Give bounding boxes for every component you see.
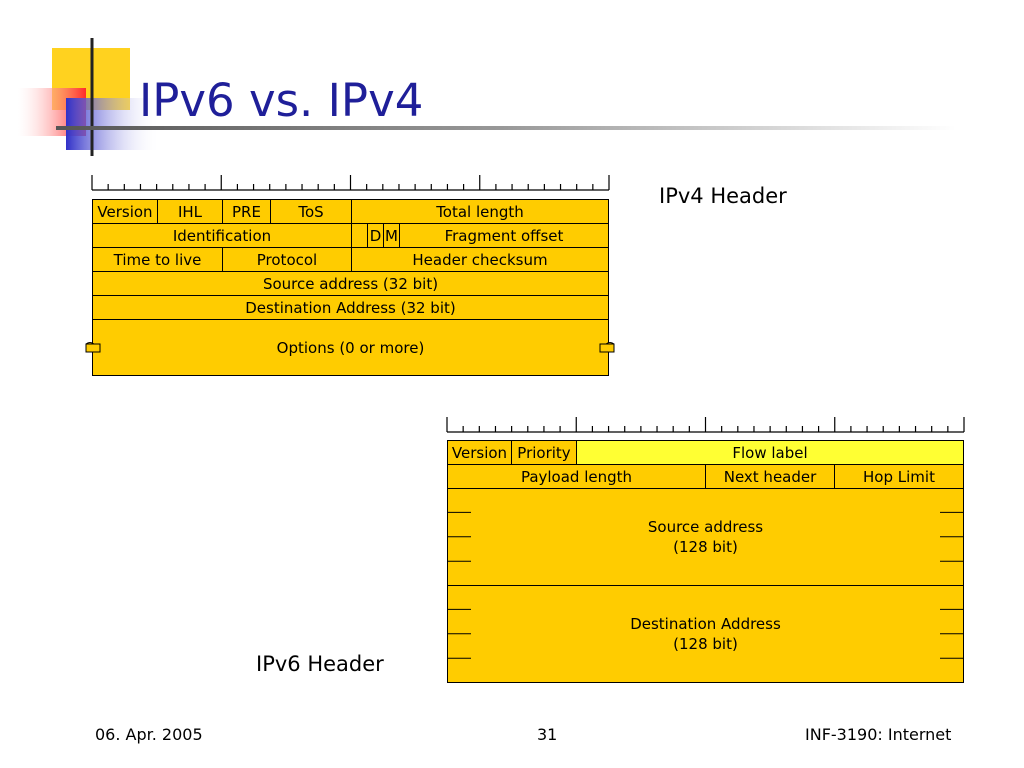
ipv6-next-header: Next header bbox=[705, 464, 835, 489]
ipv6-source-size: (128 bit) bbox=[673, 538, 738, 556]
ipv4-caption: IPv4 Header bbox=[659, 184, 787, 208]
ipv4-flag-d: D bbox=[367, 223, 384, 248]
slide-logo bbox=[18, 38, 160, 156]
ipv4-options: Options (0 or more) bbox=[92, 319, 609, 376]
ipv4-total-length: Total length bbox=[351, 199, 609, 224]
footer-date: 06. Apr. 2005 bbox=[95, 725, 203, 744]
ipv4-protocol: Protocol bbox=[222, 247, 352, 272]
options-right-marker-icon bbox=[599, 342, 615, 353]
slide-title: IPv6 vs. IPv4 bbox=[139, 74, 424, 127]
ipv6-priority: Priority bbox=[511, 440, 577, 465]
ipv6-destination-size: (128 bit) bbox=[673, 635, 738, 653]
ipv4-ihl: IHL bbox=[157, 199, 223, 224]
ipv4-header-checksum: Header checksum bbox=[351, 247, 609, 272]
ipv6-bit-ruler bbox=[446, 417, 965, 433]
ipv4-bit-ruler bbox=[91, 175, 610, 191]
ipv4-source-address: Source address (32 bit) bbox=[92, 271, 609, 296]
ipv4-tos: ToS bbox=[270, 199, 352, 224]
ipv6-address-word-marks bbox=[447, 511, 964, 659]
footer-course: INF-3190: Internet bbox=[805, 725, 952, 744]
ipv6-destination-address: Destination Address (128 bit) bbox=[447, 585, 964, 683]
ipv4-destination-address: Destination Address (32 bit) bbox=[92, 295, 609, 320]
ipv6-destination-label: Destination Address bbox=[630, 615, 781, 633]
footer-page-number: 31 bbox=[537, 725, 558, 744]
ipv6-caption: IPv6 Header bbox=[256, 652, 384, 676]
ipv4-reserved-flag bbox=[351, 223, 368, 248]
ipv6-hop-limit: Hop Limit bbox=[834, 464, 964, 489]
ipv6-flow-label: Flow label bbox=[576, 440, 964, 465]
ipv4-flag-m: M bbox=[383, 223, 400, 248]
ipv4-identification: Identification bbox=[92, 223, 352, 248]
ipv4-pre: PRE bbox=[222, 199, 271, 224]
ipv6-version: Version bbox=[447, 440, 512, 465]
title-underline bbox=[56, 126, 956, 130]
ipv4-time-to-live: Time to live bbox=[92, 247, 223, 272]
ipv4-version: Version bbox=[92, 199, 158, 224]
options-left-marker-icon bbox=[85, 342, 101, 353]
ipv6-payload-length: Payload length bbox=[447, 464, 706, 489]
ipv6-source-address: Source address (128 bit) bbox=[447, 488, 964, 586]
ipv6-source-label: Source address bbox=[647, 518, 764, 536]
ipv4-fragment-offset: Fragment offset bbox=[399, 223, 609, 248]
